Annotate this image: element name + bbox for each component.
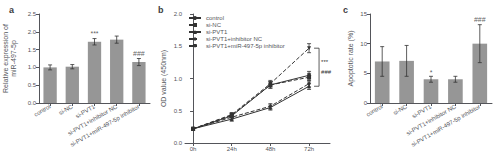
svg-text:miR-497-5p: miR-497-5p xyxy=(10,40,18,77)
svg-text:si-PVT1+inhibitor NC: si-PVT1+inhibitor NC xyxy=(206,36,263,42)
svg-text:1.0: 1.0 xyxy=(174,76,183,82)
svg-text:si-PVT1+inhibitor NC: si-PVT1+inhibitor NC xyxy=(405,103,457,137)
svg-text:5: 5 xyxy=(364,70,368,76)
svg-text:2.0: 2.0 xyxy=(28,29,37,35)
svg-text:si-PVT1+miR-497-5p inhibitor: si-PVT1+miR-497-5p inhibitor xyxy=(206,43,285,49)
svg-text:###: ### xyxy=(474,16,486,23)
svg-text:48h: 48h xyxy=(265,146,275,152)
svg-text:0: 0 xyxy=(364,100,368,106)
svg-text:Apoptotic rate (%): Apoptotic rate (%) xyxy=(347,30,355,86)
svg-text:2.5: 2.5 xyxy=(28,11,37,17)
svg-text:a: a xyxy=(9,5,15,15)
svg-text:*: * xyxy=(430,69,433,76)
svg-text:control: control xyxy=(206,15,224,21)
svg-text:2.0: 2.0 xyxy=(174,11,183,17)
svg-text:10: 10 xyxy=(360,41,367,47)
svg-text:si-PVT1+inhibitor NC: si-PVT1+inhibitor NC xyxy=(66,103,119,137)
svg-text:0.5: 0.5 xyxy=(28,82,37,88)
svg-text:24h: 24h xyxy=(227,146,237,152)
svg-text:0.0: 0.0 xyxy=(174,140,183,146)
svg-text:###: ### xyxy=(133,50,145,57)
svg-text:***: *** xyxy=(321,59,329,65)
svg-text:si-PVT1+miR-497-5p inhibitor: si-PVT1+miR-497-5p inhibitor xyxy=(69,103,140,148)
svg-text:si-NC: si-NC xyxy=(58,103,75,116)
svg-text:control: control xyxy=(33,103,52,117)
svg-text:si-NC: si-NC xyxy=(206,22,222,28)
svg-text:15: 15 xyxy=(360,11,367,17)
svg-text:1.0: 1.0 xyxy=(28,64,37,70)
svg-text:c: c xyxy=(343,5,348,15)
svg-text:###: ### xyxy=(321,69,332,75)
svg-text:0h: 0h xyxy=(190,146,197,152)
svg-text:0.0: 0.0 xyxy=(28,100,37,106)
svg-text:control: control xyxy=(365,103,384,117)
svg-text:Relative expression of: Relative expression of xyxy=(2,24,10,93)
svg-text:OD value (450nm): OD value (450nm) xyxy=(160,50,168,107)
svg-text:si-NC: si-NC xyxy=(392,103,409,116)
svg-text:1.5: 1.5 xyxy=(174,43,183,49)
svg-text:b: b xyxy=(158,5,164,15)
svg-text:1.5: 1.5 xyxy=(28,47,37,53)
svg-text:0.5: 0.5 xyxy=(174,108,183,114)
svg-text:***: *** xyxy=(90,30,98,37)
svg-text:si-PVT1+miR-497-5p inhibitor: si-PVT1+miR-497-5p inhibitor xyxy=(410,103,481,148)
svg-text:72h: 72h xyxy=(304,146,314,152)
svg-text:si-PVT1: si-PVT1 xyxy=(206,29,228,35)
